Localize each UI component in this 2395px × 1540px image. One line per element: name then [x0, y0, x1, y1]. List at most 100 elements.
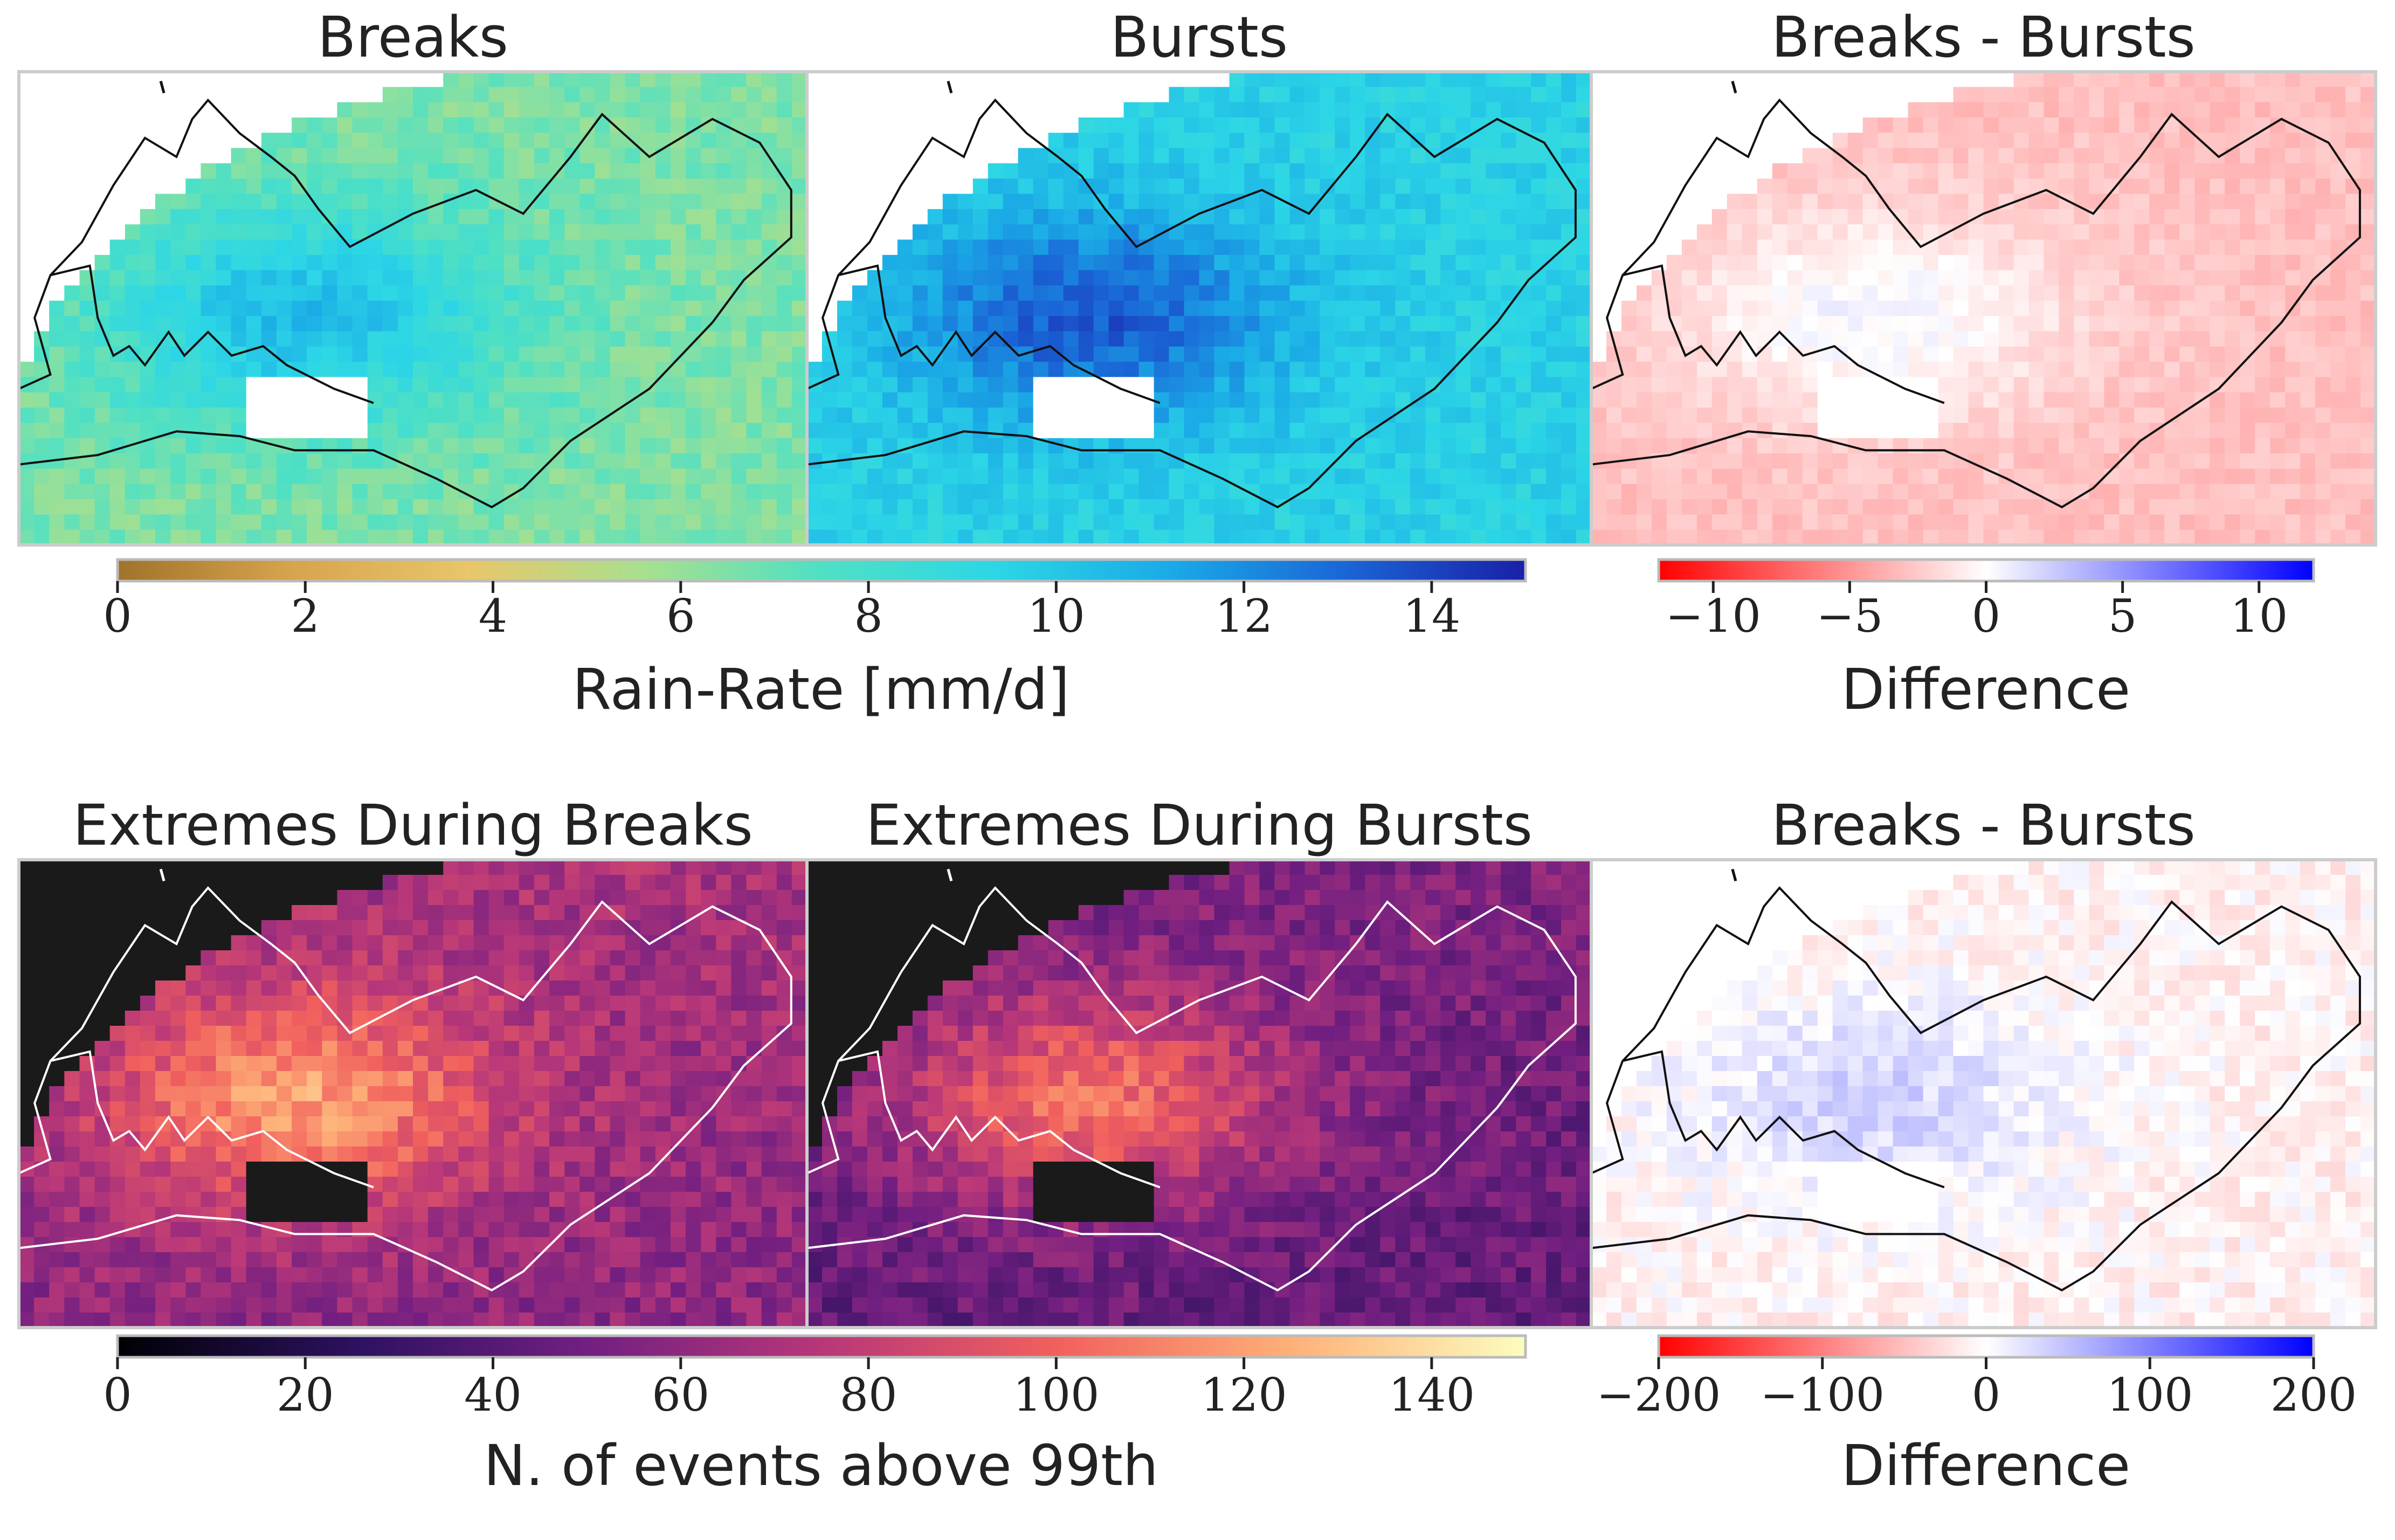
heatmap-cell: [1033, 285, 1049, 301]
heatmap-cell: [610, 377, 626, 393]
heatmap-cell: [1365, 194, 1381, 210]
heatmap-cell: [671, 270, 686, 286]
heatmap-cell: [170, 408, 187, 424]
heatmap-cell: [1033, 362, 1049, 378]
heatmap-cell: [610, 300, 626, 316]
heatmap-cell: [610, 996, 626, 1011]
heatmap-cell: [2119, 178, 2135, 195]
heatmap-cell: [1772, 453, 1788, 469]
heatmap-cell: [277, 316, 292, 332]
heatmap-cell: [1335, 408, 1351, 424]
heatmap-cell: [2164, 133, 2180, 149]
heatmap-cell: [671, 1011, 686, 1026]
heatmap-cell: [1244, 346, 1260, 362]
heatmap-cell: [1380, 362, 1396, 378]
heatmap-cell: [972, 239, 989, 255]
heatmap-cell: [564, 468, 581, 485]
heatmap-cell: [2074, 254, 2090, 271]
inner-coastline: [50, 264, 374, 404]
heatmap-cell: [125, 980, 141, 996]
heatmap-cell: [216, 1086, 232, 1102]
heatmap-cell: [458, 148, 474, 164]
heatmap-cell: [397, 148, 413, 164]
heatmap-cell: [382, 1041, 398, 1056]
heatmap-cell: [413, 1086, 429, 1102]
heatmap-cell: [1199, 254, 1215, 271]
heatmap-cell: [1561, 331, 1577, 347]
heatmap-cell: [2059, 178, 2075, 195]
heatmap-cell: [1546, 484, 1562, 500]
heatmap-cell: [1621, 346, 1637, 362]
heatmap-cell: [473, 875, 489, 890]
heatmap-cell: [216, 996, 232, 1011]
heatmap-cell: [2059, 270, 2075, 286]
heatmap-cell: [2119, 118, 2135, 134]
heatmap-cell: [2270, 270, 2286, 286]
heatmap-cell: [1636, 316, 1652, 332]
heatmap-cell: [1455, 254, 1471, 271]
heatmap-cell: [1636, 346, 1652, 362]
heatmap-cell: [2059, 408, 2075, 424]
heatmap-cell: [231, 1086, 247, 1102]
heatmap-cell: [1138, 194, 1155, 210]
heatmap-cell: [1259, 392, 1275, 408]
heatmap-cell: [701, 178, 717, 195]
heatmap-cell: [1320, 423, 1336, 439]
heatmap-cell: [791, 423, 807, 439]
heatmap-cell: [488, 965, 505, 981]
heatmap-cell: [761, 1011, 777, 1026]
heatmap-cell: [367, 316, 383, 332]
heatmap-cell: [1018, 316, 1034, 332]
heatmap-cell: [1666, 514, 1682, 530]
heatmap-cell: [2119, 224, 2135, 240]
heatmap-cell: [109, 875, 126, 890]
heatmap-cell: [1229, 331, 1245, 347]
heatmap-cell: [1636, 423, 1652, 439]
heatmap-cell: [701, 362, 717, 378]
heatmap-cell: [1274, 254, 1290, 271]
heatmap-cell: [1410, 178, 1426, 195]
heatmap-cell: [807, 529, 823, 545]
heatmap-cell: [19, 860, 34, 875]
heatmap-cell: [1908, 148, 1924, 164]
heatmap-cell: [19, 1086, 34, 1102]
heatmap-cell: [2315, 163, 2331, 179]
heatmap-cell: [2044, 72, 2060, 88]
heatmap-cell: [791, 254, 807, 271]
heatmap-cell: [367, 224, 383, 240]
heatmap-cell: [1274, 148, 1290, 164]
heatmap-cell: [413, 392, 429, 408]
heatmap-cell: [2345, 254, 2361, 271]
heatmap-cell: [807, 423, 823, 439]
heatmap-cell: [1621, 331, 1637, 347]
heatmap-cell: [1878, 499, 1894, 515]
heatmap-cell: [1229, 87, 1245, 103]
heatmap-cell: [307, 935, 323, 951]
heatmap-cell: [776, 133, 792, 149]
heatmap-cell: [488, 118, 505, 134]
heatmap-cell: [1184, 270, 1200, 286]
heatmap-cell: [1154, 102, 1170, 118]
heatmap-cell: [337, 438, 353, 454]
heatmap-cell: [610, 950, 626, 966]
heatmap-cell: [382, 875, 398, 890]
heatmap-cell: [1998, 529, 2014, 545]
heatmap-cell: [746, 72, 762, 88]
heatmap-cell: [1727, 377, 1743, 393]
heatmap-cell: [231, 1041, 247, 1056]
heatmap-cell: [140, 270, 156, 286]
heatmap-cell: [2285, 438, 2301, 454]
heatmap-cell: [1018, 499, 1034, 515]
heatmap-cell: [307, 118, 323, 134]
heatmap-cell: [352, 935, 368, 951]
heatmap-cell: [307, 499, 323, 515]
heatmap-cell: [761, 178, 777, 195]
heatmap-cell: [1305, 118, 1321, 134]
heatmap-cell: [337, 209, 353, 225]
heatmap-cell: [307, 514, 323, 530]
heatmap-cell: [397, 408, 413, 424]
heatmap-cell: [716, 224, 732, 240]
heatmap-cell: [2179, 254, 2196, 271]
heatmap-cell: [79, 346, 95, 362]
heatmap-cell: [549, 980, 565, 996]
